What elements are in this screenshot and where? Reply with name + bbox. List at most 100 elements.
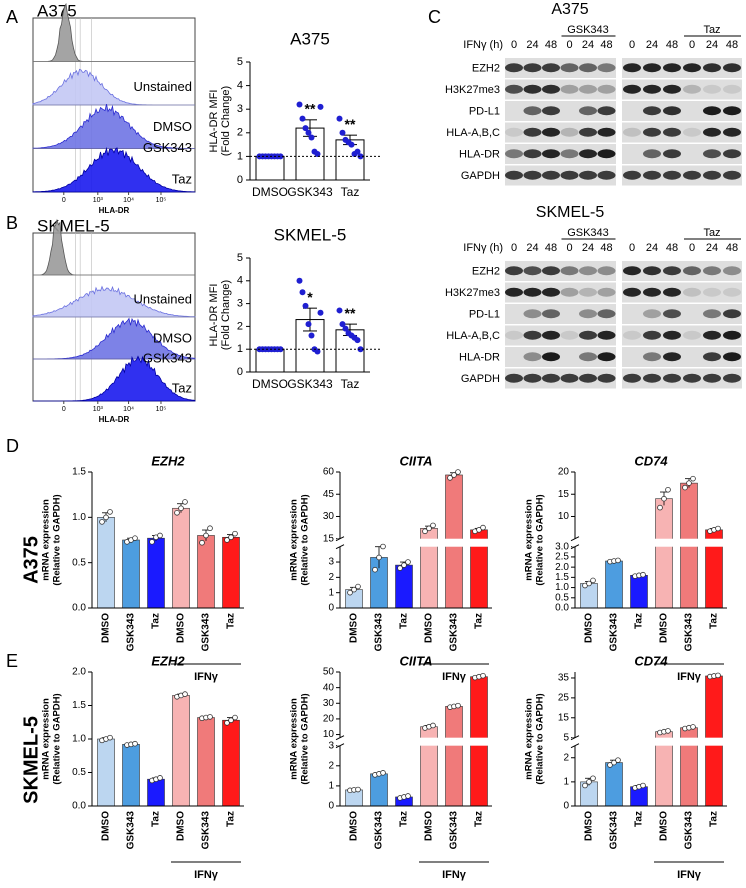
blot-band — [643, 287, 661, 297]
blot-band — [523, 330, 542, 340]
timepoint: 48 — [600, 39, 612, 51]
blot-membrane — [505, 347, 616, 367]
y-tick-label: 0.0 — [72, 603, 86, 614]
bar — [395, 564, 413, 609]
blot-band — [560, 149, 579, 159]
blot-band — [560, 63, 579, 73]
x-tick-label: DMSO — [424, 613, 435, 643]
blot-band — [703, 309, 721, 319]
histogram-label: Unstained — [133, 79, 192, 94]
blot-membrane — [622, 325, 742, 346]
blot-band — [663, 84, 681, 94]
histogram-curve — [33, 317, 196, 360]
x-tick-label: GSK343 — [287, 377, 333, 391]
bar — [147, 778, 165, 807]
y-tick-label: 25 — [558, 693, 570, 704]
blot-band — [683, 287, 701, 297]
data-point — [357, 153, 364, 160]
group-label: IFNγ — [442, 671, 467, 683]
blot-band — [542, 84, 560, 94]
chart-title: A375 — [290, 29, 330, 48]
blot-band — [597, 287, 616, 297]
axis-break — [337, 737, 493, 746]
chart-title: CD74 — [634, 453, 668, 468]
blot-band — [723, 352, 741, 362]
blot-band — [703, 63, 721, 73]
panel-label: C — [428, 7, 441, 27]
ifn-label: IFNγ (h) — [463, 242, 503, 254]
y-axis-label: HLA-DR MFI — [208, 90, 220, 153]
data-point — [178, 505, 184, 512]
blot-band — [597, 149, 616, 159]
break-mark — [335, 735, 345, 741]
data-point — [317, 309, 324, 316]
histogram-label: DMSO — [153, 119, 192, 134]
data-point — [228, 717, 234, 724]
x-tick-label: Taz — [341, 377, 360, 391]
y-tick-label: 2.0 — [72, 667, 86, 678]
blot-band — [505, 373, 523, 383]
blot-band — [723, 84, 741, 94]
data-point — [480, 672, 486, 679]
data-point — [149, 539, 155, 545]
blot-band — [643, 106, 661, 116]
blot-band — [505, 170, 523, 180]
panel-label: E — [6, 651, 18, 671]
break-mark — [335, 544, 345, 550]
timepoint: 48 — [545, 242, 557, 254]
data-point — [640, 782, 646, 789]
histogram-label: Taz — [172, 381, 192, 396]
y-tick-label: 5 — [237, 56, 243, 68]
blot-band — [723, 170, 741, 180]
blot-band — [643, 63, 661, 73]
x-tick-label: DMSO — [176, 811, 187, 841]
row-label: A375 — [20, 536, 42, 584]
data-point — [355, 786, 361, 793]
x-tick-label: Taz — [474, 613, 485, 629]
data-point — [657, 504, 663, 511]
blot-band — [579, 287, 597, 297]
data-point — [277, 153, 284, 160]
y-axis-label: mRNA expression — [524, 499, 535, 581]
y-axis-label: (Relative to GAPDH) — [300, 693, 311, 784]
x-tick-label: GSK343 — [201, 811, 212, 850]
blot-band — [523, 106, 542, 116]
bar — [255, 348, 285, 373]
group-label: GSK343 — [567, 227, 609, 239]
timepoint: 48 — [726, 242, 738, 254]
blot-membrane — [622, 101, 742, 121]
data-point — [314, 348, 321, 355]
blot-band — [683, 330, 701, 340]
y-tick-label: 3 — [237, 298, 243, 310]
y-tick-label: 10 — [323, 729, 335, 740]
timepoint: 0 — [511, 39, 517, 51]
blot-band — [542, 352, 560, 362]
data-point — [401, 562, 407, 568]
axis-break — [572, 538, 728, 547]
timepoint: 24 — [526, 39, 538, 51]
data-point — [107, 734, 113, 741]
blot-band — [623, 170, 641, 180]
blot-band — [523, 266, 542, 276]
blot-row-label: EZH2 — [472, 266, 500, 278]
y-axis-label: mRNA expression — [41, 698, 52, 780]
y-tick-label: 20 — [323, 714, 335, 725]
blot-band — [560, 287, 579, 297]
data-point — [455, 702, 461, 709]
group-label: GSK343 — [567, 24, 609, 36]
blot-band — [579, 63, 597, 73]
blot-band — [579, 149, 597, 159]
bar — [147, 537, 165, 609]
timepoint: 48 — [666, 242, 678, 254]
blot-membrane — [622, 58, 742, 78]
bar — [97, 517, 115, 609]
timepoint: 48 — [600, 242, 612, 254]
y-tick-label: 1.5 — [72, 467, 86, 478]
blot-band — [703, 170, 721, 180]
group-label: Taz — [703, 227, 720, 239]
blot-band — [597, 266, 616, 276]
blot-band — [623, 266, 641, 276]
data-point — [611, 759, 617, 766]
data-point — [451, 472, 457, 478]
